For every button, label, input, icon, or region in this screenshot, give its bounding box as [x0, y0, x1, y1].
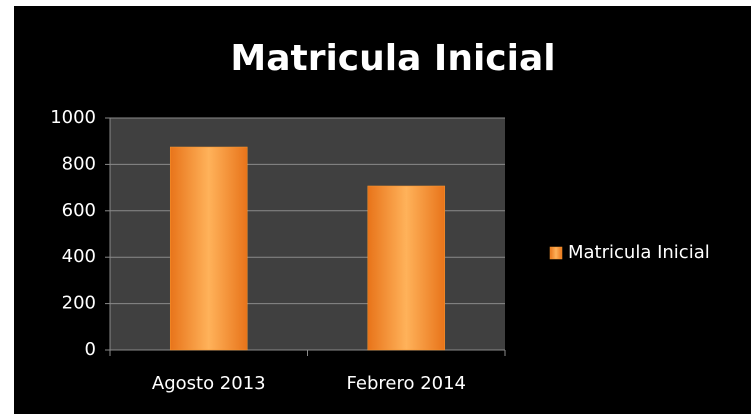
bar [367, 185, 446, 351]
y-tick-label: 0 [85, 339, 96, 360]
y-tick-label: 200 [62, 293, 96, 314]
plot-area [110, 118, 505, 350]
legend-swatch [549, 246, 563, 260]
x-tick-label: Febrero 2014 [347, 373, 467, 394]
y-tick-label: 400 [62, 246, 96, 267]
legend-label: Matricula Inicial [568, 242, 710, 263]
x-tick-label: Agosto 2013 [152, 373, 266, 394]
y-tick-label: 600 [62, 200, 96, 221]
chart-title: Matricula Inicial [230, 38, 555, 79]
bar [169, 146, 248, 351]
y-tick-label: 1000 [50, 107, 96, 128]
y-tick-label: 800 [62, 153, 96, 174]
